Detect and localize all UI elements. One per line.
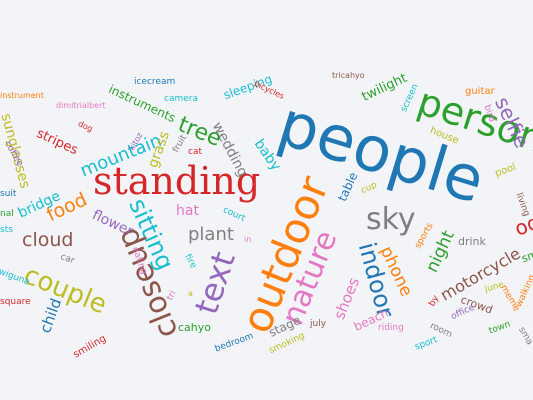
- word-guitar: guitar: [465, 86, 495, 97]
- word-cloud-term: cloud: [22, 229, 74, 251]
- word-smiling: smiling: [71, 333, 109, 361]
- word-instrument: instrument: [0, 91, 44, 100]
- word-drink: drink: [458, 235, 486, 248]
- word-twilight: twilight: [359, 70, 410, 105]
- word-in: in: [244, 235, 252, 244]
- word-town: town: [487, 319, 512, 337]
- word-riding: riding: [378, 323, 404, 333]
- word-standing: standing: [93, 159, 261, 203]
- word-camera: camera: [164, 94, 198, 104]
- word-sma: sma: [516, 325, 533, 347]
- word-plant: plant: [188, 224, 234, 245]
- word-fruit: fruit: [171, 133, 190, 155]
- word-icecream: icecream: [134, 77, 176, 87]
- word-couple: couple: [19, 260, 111, 321]
- word-nal: nal: [0, 209, 14, 219]
- word-stripes: stripes: [34, 126, 81, 159]
- word-cat: cat: [188, 147, 202, 157]
- word-hat: hat: [176, 203, 199, 219]
- word-fire: fire: [182, 252, 199, 271]
- word-text: text: [187, 247, 243, 319]
- word-office: office: [449, 302, 477, 323]
- word-by: by: [427, 293, 442, 309]
- word-sts: sts: [0, 225, 13, 235]
- word-pool: pool: [493, 161, 518, 180]
- word-shoes: shoes: [330, 274, 364, 322]
- word-sm: sm: [519, 247, 533, 266]
- word-sport: sport: [413, 335, 439, 353]
- word-tricahyo: tricahyo: [332, 71, 365, 80]
- word-bedroom: bedroom: [213, 331, 255, 355]
- word-july: july: [310, 319, 327, 329]
- word-sky: sky: [366, 202, 416, 237]
- word-cahyo: cahyo: [178, 321, 211, 334]
- word-dimitrialbert: dimitrialbert: [56, 101, 106, 110]
- word-living: living: [513, 191, 532, 218]
- word-suit: suit: [0, 189, 17, 199]
- word-square: square: [0, 297, 31, 307]
- word-dog: dog: [76, 119, 95, 134]
- word-car: car: [58, 252, 76, 267]
- word-a: a: [188, 289, 193, 298]
- word-court: court: [221, 205, 247, 225]
- word-child: child: [36, 295, 66, 336]
